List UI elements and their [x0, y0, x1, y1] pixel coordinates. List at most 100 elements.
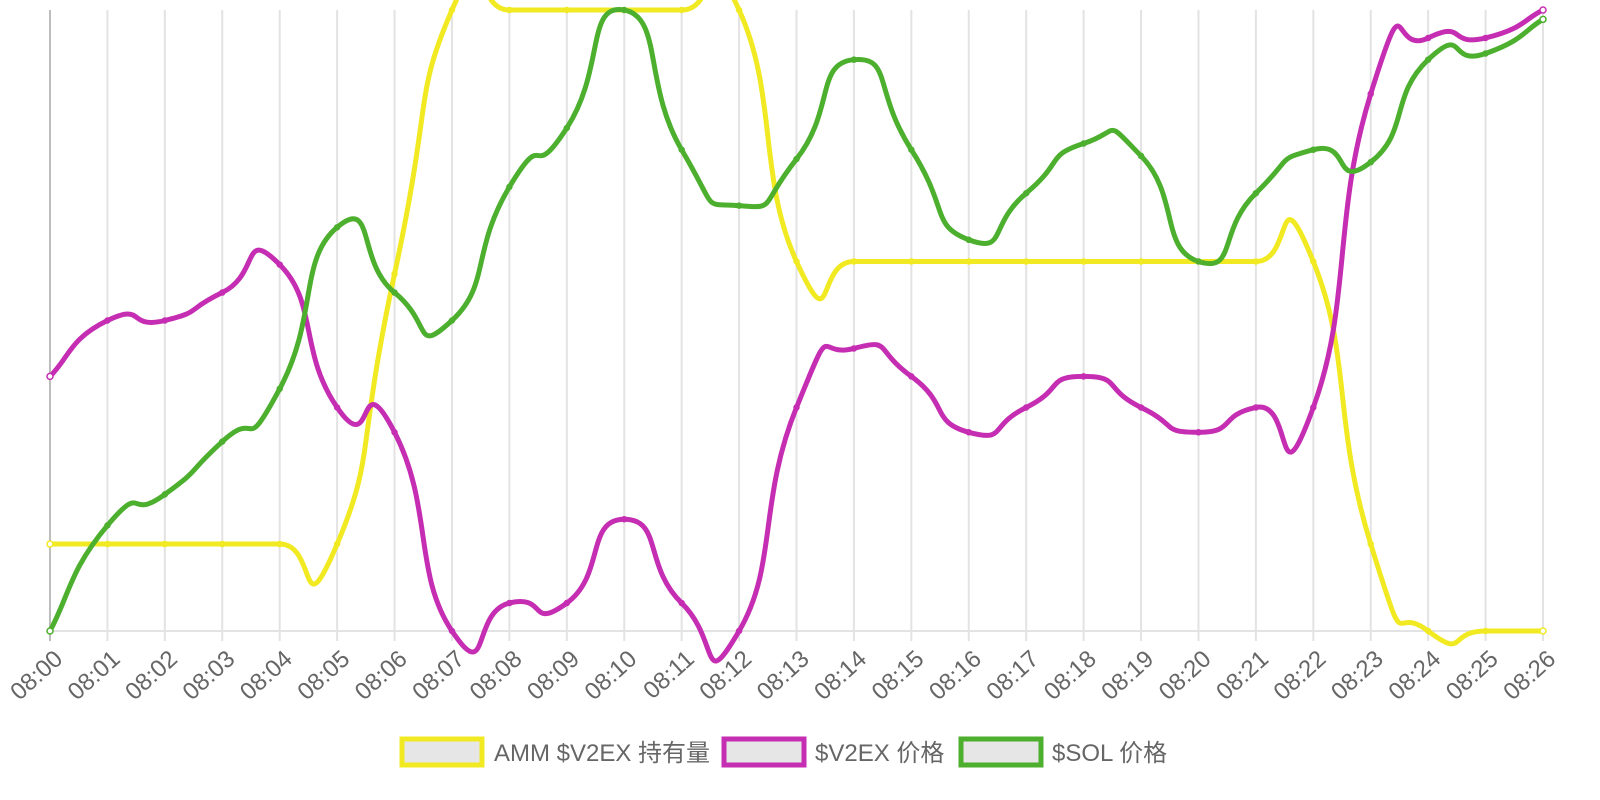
- data-point: [506, 599, 513, 607]
- legend-label: $V2EX 价格: [815, 740, 944, 767]
- data-point: [1080, 258, 1087, 265]
- data-point: [965, 236, 973, 244]
- x-tick-label: 08:18: [1039, 645, 1102, 705]
- data-point: [1539, 627, 1547, 635]
- data-point: [563, 599, 571, 607]
- data-point: [1367, 158, 1374, 166]
- data-point: [506, 183, 513, 191]
- data-point: [448, 6, 456, 14]
- data-point: [1310, 404, 1317, 411]
- data-point: [1367, 90, 1374, 98]
- legend-swatch: [399, 736, 485, 768]
- data-point: [46, 372, 54, 381]
- x-tick-label: 08:13: [752, 645, 815, 705]
- x-tick-label: 08:10: [580, 645, 643, 705]
- x-tick-label: 08:00: [5, 645, 68, 705]
- data-point: [678, 6, 685, 14]
- x-tick-label: 08:20: [1154, 645, 1217, 705]
- data-point: [219, 540, 226, 548]
- data-point: [104, 317, 111, 324]
- x-tick-label: 08:06: [350, 645, 413, 705]
- data-point: [333, 224, 341, 231]
- data-point: [793, 155, 800, 163]
- x-tick-label: 08:04: [235, 645, 298, 705]
- legend-label: AMM $V2EX 持有量: [494, 740, 710, 767]
- data-point: [1022, 404, 1030, 411]
- x-tick-label: 08:17: [982, 645, 1045, 705]
- data-point: [391, 289, 398, 296]
- data-points: [46, 6, 1547, 635]
- x-tick-label: 08:11: [638, 645, 699, 704]
- data-point: [735, 6, 743, 14]
- data-point: [104, 522, 111, 529]
- data-point: [219, 438, 226, 445]
- data-point: [1367, 540, 1374, 548]
- data-point: [908, 146, 915, 153]
- data-point: [1022, 258, 1030, 265]
- data-point: [965, 429, 973, 436]
- data-point: [161, 540, 169, 548]
- data-point: [908, 373, 915, 380]
- series-line-2: [47, 7, 1546, 634]
- data-point: [850, 56, 858, 63]
- data-point: [563, 6, 571, 14]
- data-point: [965, 258, 973, 265]
- data-point: [219, 289, 226, 296]
- x-tick-label: 08:08: [465, 645, 528, 705]
- data-point: [1539, 6, 1547, 14]
- vertical-gridlines: [49, 10, 1544, 641]
- x-tick-label: 08:01: [63, 645, 126, 705]
- data-point: [1482, 627, 1489, 635]
- data-point: [678, 599, 685, 607]
- data-point: [1252, 189, 1260, 197]
- x-axis-tick-labels: 08:0008:0108:0208:0308:0408:0508:0608:07…: [5, 645, 1561, 705]
- data-point: [1080, 140, 1087, 147]
- x-tick-label: 08:14: [809, 645, 872, 705]
- data-point: [1137, 404, 1145, 411]
- data-point: [1424, 34, 1432, 42]
- data-point: [793, 404, 800, 411]
- data-point: [735, 627, 743, 635]
- data-point: [563, 124, 571, 132]
- x-tick-label: 08:24: [1383, 645, 1446, 705]
- data-point: [735, 202, 743, 209]
- data-point: [506, 6, 513, 14]
- x-tick-label: 08:03: [178, 645, 241, 705]
- data-point: [276, 385, 283, 393]
- data-point: [1539, 15, 1547, 24]
- data-point: [620, 6, 628, 14]
- data-point: [1310, 146, 1317, 153]
- data-point: [1022, 189, 1030, 197]
- x-tick-label: 08:21: [1211, 645, 1274, 705]
- data-point: [1195, 429, 1202, 436]
- data-point: [391, 270, 398, 278]
- data-point: [850, 345, 858, 352]
- x-tick-label: 08:15: [867, 645, 930, 705]
- x-tick-label: 08:02: [120, 645, 183, 705]
- data-point: [1310, 258, 1317, 265]
- x-tick-label: 08:07: [407, 645, 470, 705]
- data-point: [276, 540, 283, 548]
- data-point: [333, 540, 341, 548]
- data-point: [46, 627, 54, 635]
- data-point: [1482, 50, 1489, 57]
- data-point: [1424, 627, 1432, 635]
- data-point: [46, 540, 54, 548]
- data-point: [620, 515, 628, 523]
- x-tick-label: 08:05: [292, 645, 355, 705]
- data-point: [391, 429, 398, 436]
- data-point: [1252, 404, 1260, 411]
- data-point: [1195, 258, 1202, 265]
- legend-label: $SOL 价格: [1052, 740, 1167, 767]
- legend-swatch: [958, 736, 1044, 768]
- x-tick-label: 08:09: [522, 645, 585, 705]
- data-point: [161, 491, 169, 498]
- data-point: [104, 540, 111, 548]
- data-point: [161, 317, 169, 324]
- x-tick-label: 08:26: [1498, 645, 1561, 705]
- data-point: [1137, 152, 1145, 160]
- x-tick-label: 08:16: [924, 645, 987, 705]
- data-point: [448, 317, 456, 324]
- legend-swatch: [721, 736, 807, 768]
